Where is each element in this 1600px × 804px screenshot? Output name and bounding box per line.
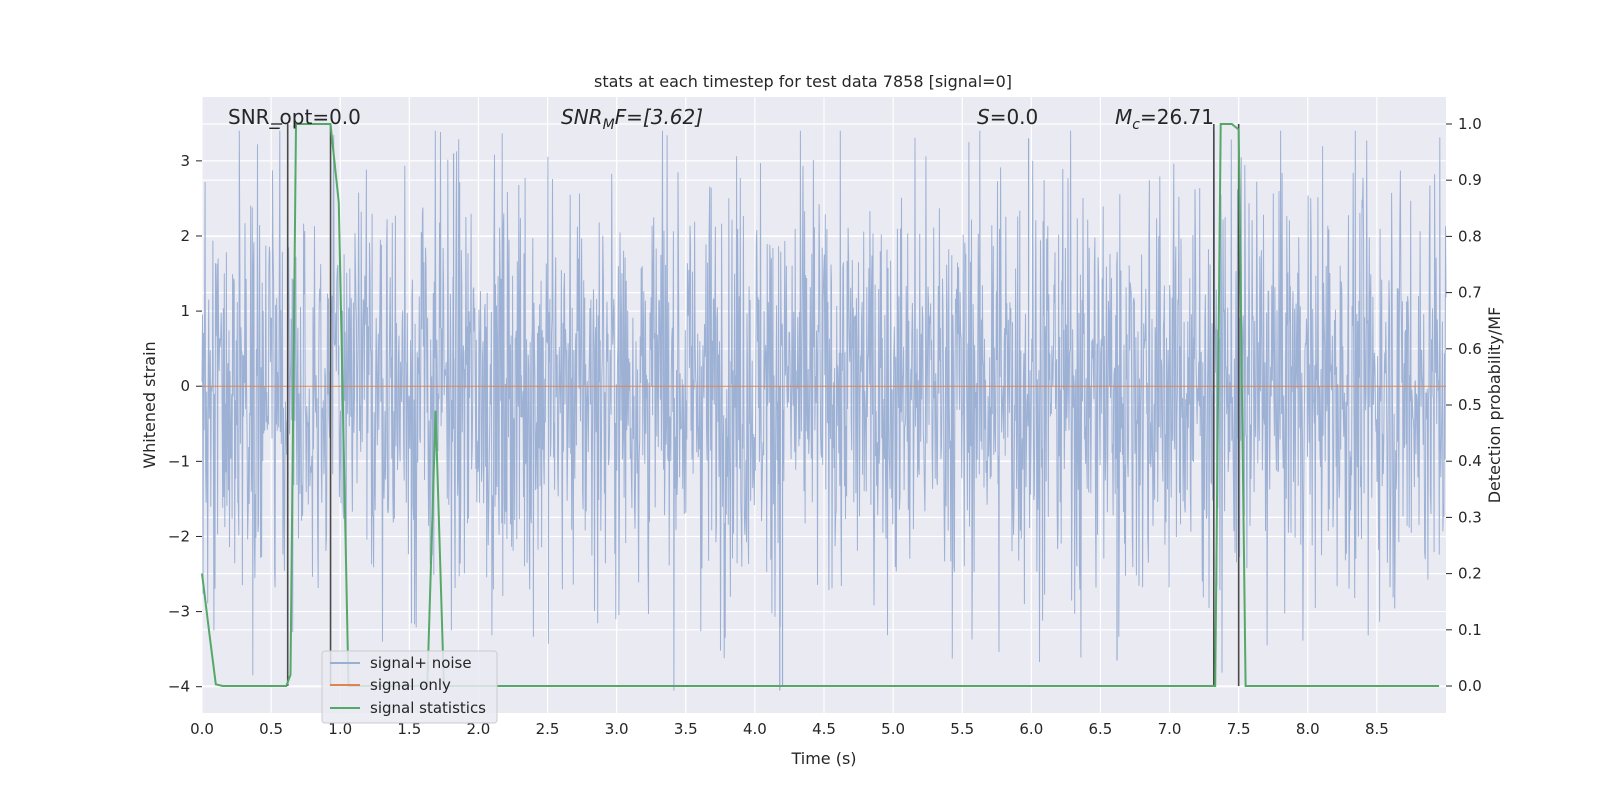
x-tick-label: 4.0 (743, 720, 767, 738)
annotation-mc: Mc=26.71 (1115, 105, 1214, 133)
x-tick-label: 5.5 (950, 720, 974, 738)
x-tick-label: 7.0 (1158, 720, 1182, 738)
x-axis-label: Time (s) (790, 749, 856, 768)
y-tick-right-label: 0.2 (1458, 565, 1482, 583)
y-tick-right-label: 0.1 (1458, 621, 1482, 639)
y-tick-left-label: −3 (168, 603, 190, 621)
legend: signal+ noise signal only signal statist… (321, 650, 498, 724)
y-tick-right-label: 0.6 (1458, 340, 1482, 358)
x-tick-label: 7.5 (1227, 720, 1251, 738)
annotation-snr-opt: SNR_opt=0.0 (228, 105, 361, 129)
y-tick-left-label: −2 (168, 527, 190, 545)
y-tick-right-label: 0.7 (1458, 284, 1482, 302)
y-tick-right-label: 0.9 (1458, 171, 1482, 189)
x-tick-label: 4.5 (812, 720, 836, 738)
y-tick-left-label: 0 (180, 377, 190, 395)
x-tick-label: 8.5 (1365, 720, 1389, 738)
x-tick-label: 0.0 (190, 720, 214, 738)
y-tick-left-label: 1 (180, 302, 190, 320)
y-axis-left-ticks: −4 −3 −2 −1 0 1 2 3 (168, 152, 202, 696)
annotation-mc-value: =26.71 (1140, 105, 1214, 129)
y-tick-right-label: 0.4 (1458, 452, 1482, 470)
y-axis-right-label: Detection probability/MF (1485, 307, 1504, 504)
legend-label-signal-statistics: signal statistics (370, 699, 486, 717)
x-tick-label: 1.5 (397, 720, 421, 738)
annotation-mc-label: M (1115, 105, 1132, 129)
annotation-snr-mf-main: SNR (561, 105, 603, 129)
annotation-s: S=0.0 (977, 105, 1038, 129)
x-tick-label: 3.5 (674, 720, 698, 738)
annotation-snr-mf: SNRMF=[3.62] (561, 105, 703, 133)
legend-label-signal-only: signal only (370, 676, 451, 694)
annotation-s-label: S (977, 105, 990, 129)
legend-label-signal-noise: signal+ noise (370, 654, 472, 672)
x-tick-label: 1.0 (328, 720, 352, 738)
y-tick-left-label: 3 (180, 152, 190, 170)
x-tick-label: 8.0 (1296, 720, 1320, 738)
y-tick-left-label: −1 (168, 452, 190, 470)
y-tick-right-label: 0.0 (1458, 677, 1482, 695)
y-tick-left-label: −4 (168, 678, 190, 696)
x-tick-label: 6.5 (1089, 720, 1113, 738)
x-tick-label: 5.0 (881, 720, 905, 738)
x-tick-label: 3.0 (605, 720, 629, 738)
y-tick-right-label: 0.8 (1458, 227, 1482, 245)
annotation-snr-mf-sub: M (603, 117, 615, 133)
legend-box (321, 650, 498, 724)
y-tick-right-label: 1.0 (1458, 115, 1482, 133)
vertical-markers (271, 123, 1240, 687)
x-tick-label: 0.5 (259, 720, 283, 738)
y-tick-right-label: 0.3 (1458, 508, 1482, 526)
y-axis-left-label: Whitened strain (140, 341, 159, 468)
y-tick-left-label: 2 (180, 227, 190, 245)
x-tick-label: 2.5 (536, 720, 560, 738)
x-axis-ticks: 0.0 0.5 1.0 1.5 2.0 2.5 3.0 3.5 4.0 4.5 5.0 5.5 6.0 6… (190, 720, 1389, 738)
y-axis-right-ticks: 0.0 0.1 0.2 0.3 0.4 0.5 0.6 0.7 0.8 0.9 1.0 (1446, 115, 1482, 695)
annotation-s-value: =0.0 (990, 105, 1039, 129)
x-tick-label: 2.0 (467, 720, 491, 738)
annotation-snr-mf-rest: F=[3.62] (615, 105, 703, 129)
annotation-mc-sub: c (1132, 117, 1140, 133)
y-tick-right-label: 0.5 (1458, 396, 1482, 414)
chart-title: stats at each timestep for test data 785… (594, 72, 1012, 91)
x-tick-label: 6.0 (1019, 720, 1043, 738)
